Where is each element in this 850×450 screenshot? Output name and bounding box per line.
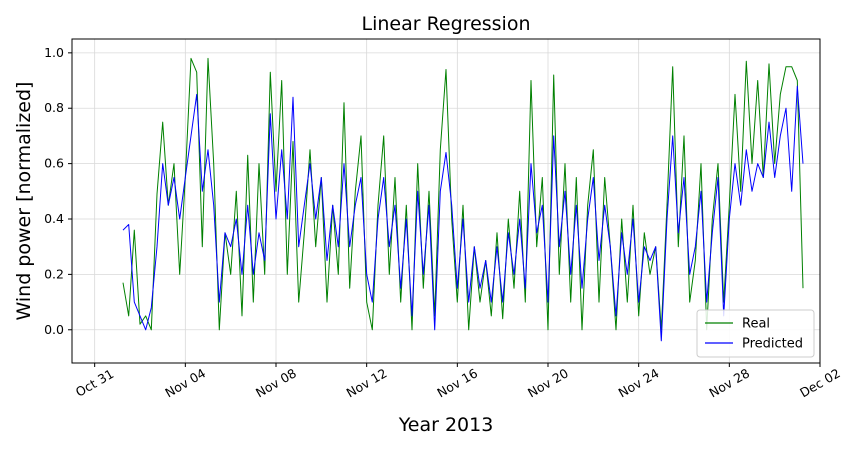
legend-box xyxy=(696,309,815,358)
y-tick-label: 0.8 xyxy=(44,100,64,115)
y-axis: 0.0 0.2 0.4 0.6 0.8 1.0 xyxy=(44,45,72,337)
series-line-real xyxy=(122,57,804,331)
y-axis-label: Wind power [normalized] xyxy=(13,82,35,321)
plot-frame xyxy=(71,38,821,364)
y-tick-label: 1.0 xyxy=(44,45,64,60)
chart-title: Linear Regression xyxy=(361,13,530,35)
y-tick-label: 0.4 xyxy=(44,211,64,226)
series-line-predicted xyxy=(122,85,804,342)
y-tick-label: 0.0 xyxy=(44,322,64,337)
legend-label-predicted: Predicted xyxy=(742,337,803,352)
series-layer xyxy=(122,57,804,342)
x-axis-label: Year 2013 xyxy=(398,414,494,436)
legend-label-real: Real xyxy=(742,317,770,332)
y-tick-label: 0.2 xyxy=(44,266,64,281)
legend: Real Predicted xyxy=(696,309,815,358)
y-tick-label: 0.6 xyxy=(44,156,64,171)
